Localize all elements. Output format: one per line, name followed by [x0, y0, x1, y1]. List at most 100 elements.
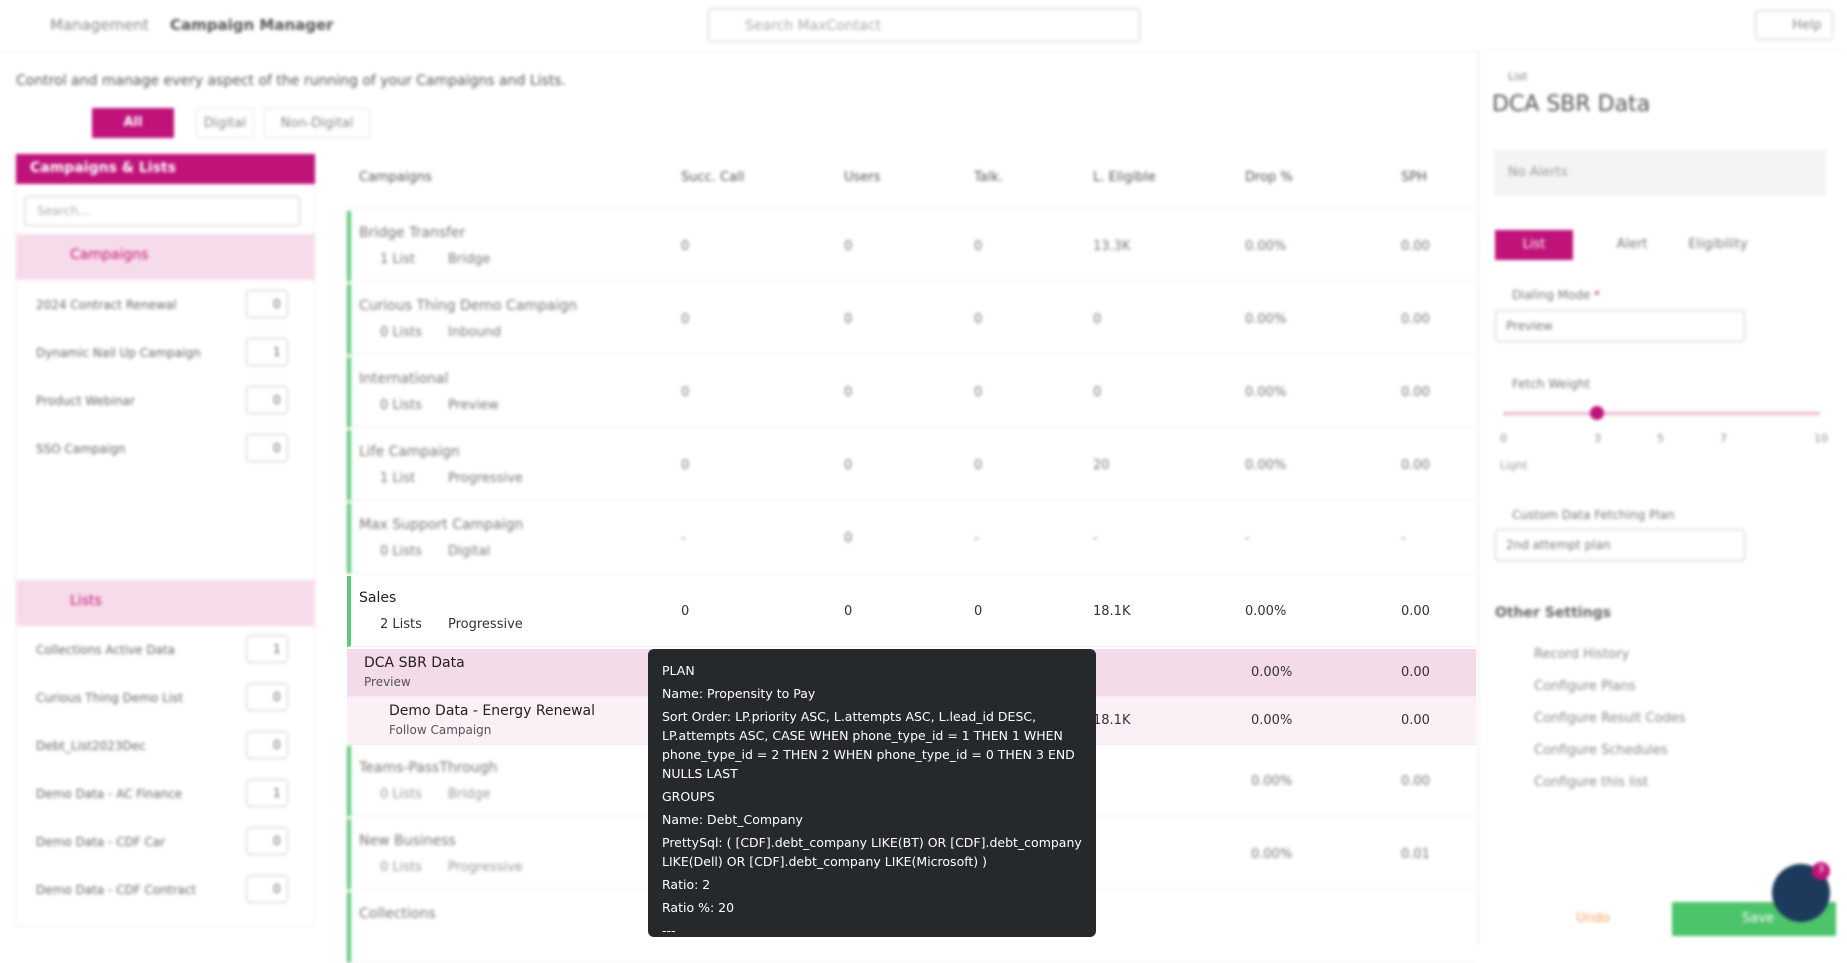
- table-row[interactable]: [347, 211, 1476, 282]
- cell: -: [1093, 531, 1098, 546]
- cell: 0: [1093, 312, 1102, 327]
- settings-link[interactable]: Configure this list: [1534, 775, 1649, 790]
- panel-tab[interactable]: Eligibility: [1688, 237, 1748, 252]
- sidebar-item[interactable]: Dynamic Nail Up Campaign: [36, 346, 201, 360]
- campaign-name[interactable]: Life Campaign: [359, 444, 460, 460]
- cell: 0.00%: [1251, 665, 1293, 680]
- cell: 0: [681, 385, 690, 400]
- table-row[interactable]: [347, 430, 1476, 501]
- sidebar-item[interactable]: Collections Active Data: [36, 643, 176, 657]
- cell: 0.00%: [1251, 847, 1293, 862]
- filter-tab[interactable]: Digital: [196, 108, 254, 138]
- cell: -: [1401, 531, 1406, 546]
- sidebar-item[interactable]: Product Webinar: [36, 394, 135, 408]
- required-mark: *: [1594, 288, 1600, 302]
- panel-tab[interactable]: Alert: [1616, 237, 1648, 252]
- list-count[interactable]: 2 Lists: [380, 617, 422, 632]
- list-count[interactable]: 0 Lists: [380, 398, 422, 413]
- campaign-name[interactable]: Curious Thing Demo Campaign: [359, 298, 578, 314]
- campaign-name[interactable]: Max Support Campaign: [359, 517, 524, 533]
- column-header[interactable]: Users: [844, 170, 881, 185]
- select[interactable]: 2nd attempt plan: [1495, 529, 1745, 561]
- campaign-name[interactable]: Bridge Transfer: [359, 225, 466, 241]
- alerts-box: No Alerts: [1494, 150, 1826, 196]
- undo-button[interactable]: Undo: [1576, 911, 1610, 926]
- slider-tick: 3: [1594, 432, 1601, 445]
- cell: 0.00%: [1245, 385, 1287, 400]
- campaign-name[interactable]: Collections: [359, 906, 436, 922]
- sidebar-item[interactable]: SSO Campaign: [36, 442, 126, 456]
- section-header[interactable]: Campaigns: [16, 234, 315, 280]
- slider-tick: 10: [1814, 432, 1828, 445]
- help-button[interactable]: Help: [1755, 10, 1833, 40]
- cell: 0: [681, 604, 690, 619]
- cell: 0.00: [1401, 665, 1430, 680]
- dial-mode: Preview: [448, 398, 499, 413]
- cell: 0.00%: [1251, 713, 1293, 728]
- sidebar-item[interactable]: Demo Data - CDF Contract: [36, 883, 197, 897]
- select[interactable]: Preview: [1495, 310, 1745, 342]
- section-title: Other Settings: [1495, 605, 1611, 621]
- settings-link[interactable]: Configure Plans: [1534, 679, 1636, 694]
- column-header: Succ. Call: [681, 170, 745, 185]
- cell: 0: [681, 458, 690, 473]
- cell: 0.00: [1401, 604, 1430, 619]
- field-label: Dialing Mode: [1512, 288, 1591, 302]
- dial-mode: Progressive: [448, 471, 523, 486]
- sidebar-item[interactable]: Demo Data - CDF Car: [36, 835, 166, 849]
- tooltip-line: ---: [662, 923, 676, 938]
- search-box[interactable]: Search MaxContact: [708, 8, 1140, 42]
- tooltip-line: PLAN: [662, 663, 695, 678]
- sidebar-search[interactable]: Search...: [24, 196, 300, 226]
- dial-mode: Progressive: [448, 617, 523, 632]
- list-count[interactable]: 0 Lists: [380, 544, 422, 559]
- column-header: Drop %: [1245, 170, 1293, 185]
- table-row[interactable]: [347, 503, 1476, 574]
- sidebar-item[interactable]: Debt_List2023Dec: [36, 739, 146, 753]
- filter-tab[interactable]: Non-Digital: [264, 108, 370, 138]
- campaign-name[interactable]: International: [359, 371, 449, 387]
- settings-link[interactable]: Configure Result Codes: [1534, 711, 1686, 726]
- tooltip-line: PrettySql: ( [CDF].debt_company LIKE(BT)…: [662, 835, 1082, 869]
- cell: 0: [681, 239, 690, 254]
- cell: 0: [844, 239, 853, 254]
- list-count: 0 Lists: [380, 860, 422, 875]
- settings-link[interactable]: Configure Schedules: [1534, 743, 1668, 758]
- item-count: 0: [246, 290, 288, 318]
- campaign-name[interactable]: Teams-PassThrough: [359, 760, 498, 776]
- slider-thumb[interactable]: [1590, 406, 1604, 420]
- tooltip: PLAN Name: Propensity to Pay Sort Order: L…: [648, 649, 1096, 938]
- sidebar-item[interactable]: Curious Thing Demo List: [36, 691, 184, 705]
- column-header: Campaigns: [359, 170, 432, 185]
- list-count[interactable]: 1 List: [380, 471, 416, 486]
- cell: -: [681, 531, 686, 546]
- sub-row-name[interactable]: Demo Data - Energy Renewal: [389, 703, 596, 719]
- slider-tick: 0: [1500, 432, 1507, 445]
- dial-mode: Digital: [448, 544, 491, 559]
- sub-row-name[interactable]: DCA SBR Data: [364, 655, 465, 671]
- table-header: [347, 158, 1476, 208]
- slider-tick: 5: [1657, 432, 1664, 445]
- item-count: 0: [246, 731, 288, 759]
- cell: 0.00%: [1245, 458, 1287, 473]
- table-row[interactable]: [347, 284, 1476, 355]
- sidebar-item[interactable]: 2024 Contract Renewal: [36, 298, 177, 312]
- filter-tab[interactable]: All: [92, 108, 174, 138]
- sidebar-item[interactable]: Demo Data - AC Finance: [36, 787, 183, 801]
- item-count: 0: [246, 386, 288, 414]
- list-count[interactable]: 0 Lists: [380, 325, 422, 340]
- tooltip-line: GROUPS: [662, 789, 715, 804]
- panel-tab[interactable]: List: [1495, 230, 1573, 260]
- campaign-name[interactable]: New Business: [359, 833, 456, 849]
- list-count: 0 Lists: [380, 787, 422, 802]
- table-row[interactable]: [347, 576, 1476, 647]
- cell: 0.00%: [1245, 239, 1287, 254]
- table-row[interactable]: [347, 357, 1476, 428]
- section-header[interactable]: Lists: [16, 580, 315, 626]
- list-count[interactable]: 1 List: [380, 252, 416, 267]
- settings-link[interactable]: Record History: [1534, 647, 1630, 662]
- field-label: Fetch Weight: [1512, 377, 1591, 391]
- campaign-name[interactable]: Sales: [359, 590, 397, 606]
- cell: 0: [681, 312, 690, 327]
